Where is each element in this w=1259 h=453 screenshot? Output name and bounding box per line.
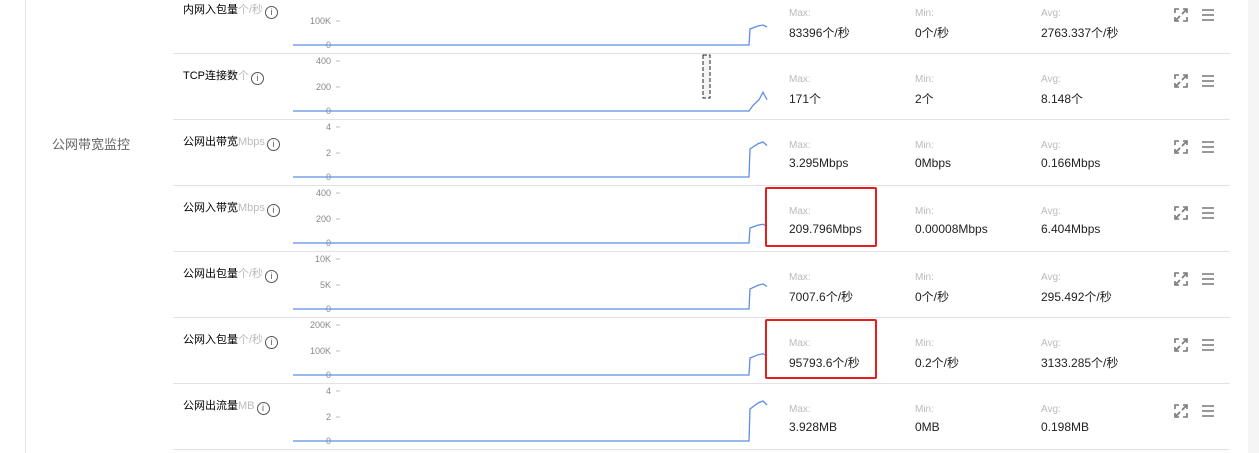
sparkline-chart[interactable]: 420 <box>293 119 773 185</box>
y-tick-label: 100K <box>310 346 331 356</box>
min-value: 0.2个/秒 <box>915 356 960 370</box>
y-tick-label: 200 <box>316 82 331 92</box>
y-tick-label: 2 <box>326 148 331 158</box>
max-value: 7007.6个/秒 <box>789 290 854 304</box>
expand-icon[interactable] <box>1173 337 1189 353</box>
y-tick-label: 10K <box>315 254 331 264</box>
info-icon[interactable]: i <box>251 72 264 85</box>
min-value: 0个/秒 <box>915 290 950 304</box>
series-line <box>293 353 768 376</box>
menu-icon[interactable] <box>1200 73 1216 89</box>
avg-value: 8.148个 <box>1041 92 1084 106</box>
menu-icon[interactable] <box>1200 337 1216 353</box>
max-value: 3.295Mbps <box>789 156 849 170</box>
min-value: 0.00008Mbps <box>915 222 988 236</box>
metric-row: 公网出包量个/秒 i 10K 5K 0 Max: 7007.6个/秒 Min: 0个/秒 … <box>173 251 1230 318</box>
metric-title: 公网出包量个/秒 i <box>183 265 279 283</box>
avg-value: 0.198MB <box>1041 420 1090 434</box>
y-tick-label: 200K <box>310 320 331 330</box>
sparkline-chart[interactable]: 420 <box>293 383 773 449</box>
menu-icon[interactable] <box>1200 139 1216 155</box>
info-icon[interactable]: i <box>266 138 280 151</box>
metric-row: TCP连接数个 i 400 200 0 Max: 171个 Min: 2个 Avg: 8.1… <box>173 53 1230 120</box>
y-tick-label: 100K <box>310 16 331 26</box>
series-line <box>293 90 768 112</box>
menu-icon[interactable] <box>1200 7 1216 23</box>
info-icon[interactable]: i <box>265 270 279 283</box>
min-value: 0个/秒 <box>915 26 950 40</box>
series-line <box>293 400 768 442</box>
expand-icon[interactable] <box>1173 139 1189 155</box>
metric-title: 公网入带宽Mbps i <box>183 199 280 217</box>
y-tick-label: 400 <box>316 188 331 198</box>
expand-icon[interactable] <box>1173 7 1189 23</box>
menu-icon[interactable] <box>1200 205 1216 221</box>
metric-title: 公网入包量个/秒 i <box>183 331 279 349</box>
metric-title: TCP连接数个 i <box>183 67 264 85</box>
avg-value: 295.492个/秒 <box>1041 290 1112 304</box>
metric-unit: Mbps <box>238 136 265 148</box>
metric-unit: MB <box>238 400 255 412</box>
series-line <box>293 141 768 178</box>
expand-icon[interactable] <box>1173 205 1189 221</box>
series-line <box>293 283 768 310</box>
series-line <box>293 24 768 46</box>
avg-value: 0.166Mbps <box>1041 156 1101 170</box>
info-icon[interactable]: i <box>265 336 279 349</box>
scrollbar[interactable] <box>1248 0 1259 453</box>
max-value: 83396个/秒 <box>789 26 850 40</box>
section-label: 公网带宽监控 <box>52 137 131 152</box>
metric-title: 公网出带宽Mbps i <box>183 133 280 151</box>
expand-icon[interactable] <box>1173 403 1189 419</box>
min-value: 0Mbps <box>915 156 952 170</box>
menu-icon[interactable] <box>1200 403 1216 419</box>
metric-title: 公网出流量MB i <box>183 397 270 415</box>
y-tick-label: 5K <box>320 280 331 290</box>
max-value: 95793.6个/秒 <box>789 356 860 370</box>
menu-icon[interactable] <box>1200 271 1216 287</box>
min-value: 0MB <box>915 420 940 434</box>
avg-value: 2763.337个/秒 <box>1041 26 1119 40</box>
y-tick-label: 4 <box>326 386 331 396</box>
max-value: 209.796Mbps <box>789 222 862 236</box>
metric-unit: 个/秒 <box>238 4 264 16</box>
y-tick-label: 400 <box>316 56 331 66</box>
metric-row: 公网入带宽Mbps i 400 200 0 Max: 209.796Mbps Min: 0… <box>173 185 1230 252</box>
y-tick-label: 200 <box>316 214 331 224</box>
metric-unit: Mbps <box>238 202 265 214</box>
info-icon[interactable]: i <box>256 402 270 415</box>
max-value: 3.928MB <box>789 420 838 434</box>
series-line <box>293 223 768 244</box>
avg-value: 6.404Mbps <box>1041 222 1101 236</box>
y-tick-label: 2 <box>326 412 331 422</box>
info-icon[interactable]: i <box>265 6 279 19</box>
y-tick-label: 4 <box>326 122 331 132</box>
highlight-box <box>765 187 877 247</box>
metric-unit: 个/秒 <box>238 334 264 346</box>
expand-icon[interactable] <box>1173 73 1189 89</box>
metric-unit: 个/秒 <box>238 268 264 280</box>
min-value: 2个 <box>915 92 934 106</box>
expand-icon[interactable] <box>1173 271 1189 287</box>
cursor-marker <box>702 54 711 99</box>
highlight-box <box>765 319 877 379</box>
metric-row: 公网入包量个/秒 i 200K 100K 0 Max: 95793.6个/秒 Min: 0… <box>173 317 1230 384</box>
avg-value: 3133.285个/秒 <box>1041 356 1119 370</box>
max-value: 171个 <box>789 92 822 106</box>
metric-unit: 个 <box>238 70 249 82</box>
metric-title: 内网入包量个/秒 i <box>183 1 279 19</box>
info-icon[interactable]: i <box>266 204 280 217</box>
